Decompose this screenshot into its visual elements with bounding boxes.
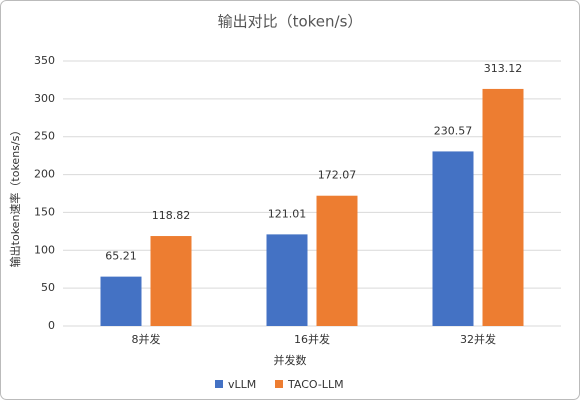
data-label: 118.82 [152, 209, 191, 222]
data-label: 121.01 [268, 207, 307, 220]
x-axis-title: 并发数 [274, 353, 307, 367]
legend-swatch [275, 380, 283, 388]
y-tick-label: 200 [34, 168, 55, 181]
bar [150, 236, 192, 326]
bar [266, 234, 308, 326]
bar [482, 88, 524, 326]
y-tick-label: 150 [34, 205, 55, 218]
bar [432, 151, 474, 326]
data-label: 230.57 [434, 124, 473, 137]
data-label: 172.07 [318, 169, 357, 182]
y-tick-label: 0 [48, 319, 55, 332]
x-tick-label: 8并发 [132, 332, 161, 346]
legend-label: vLLM [228, 378, 256, 391]
bar [100, 276, 142, 326]
x-tick-label: 32并发 [460, 332, 496, 346]
legend-label: TACO-LLM [287, 378, 344, 391]
y-tick-label: 250 [34, 130, 55, 143]
data-label: 313.12 [484, 62, 523, 75]
y-tick-label: 100 [34, 243, 55, 256]
bar [316, 195, 358, 326]
y-tick-label: 50 [41, 281, 55, 294]
data-label: 65.21 [105, 250, 137, 263]
y-axis-title: 输出token速率（tokens/s） [8, 125, 22, 268]
x-tick-label: 16并发 [294, 332, 330, 346]
y-tick-label: 300 [34, 92, 55, 105]
y-tick-label: 350 [34, 54, 55, 67]
legend-swatch [215, 380, 223, 388]
chart-title: 输出对比（token/s） [218, 13, 363, 31]
